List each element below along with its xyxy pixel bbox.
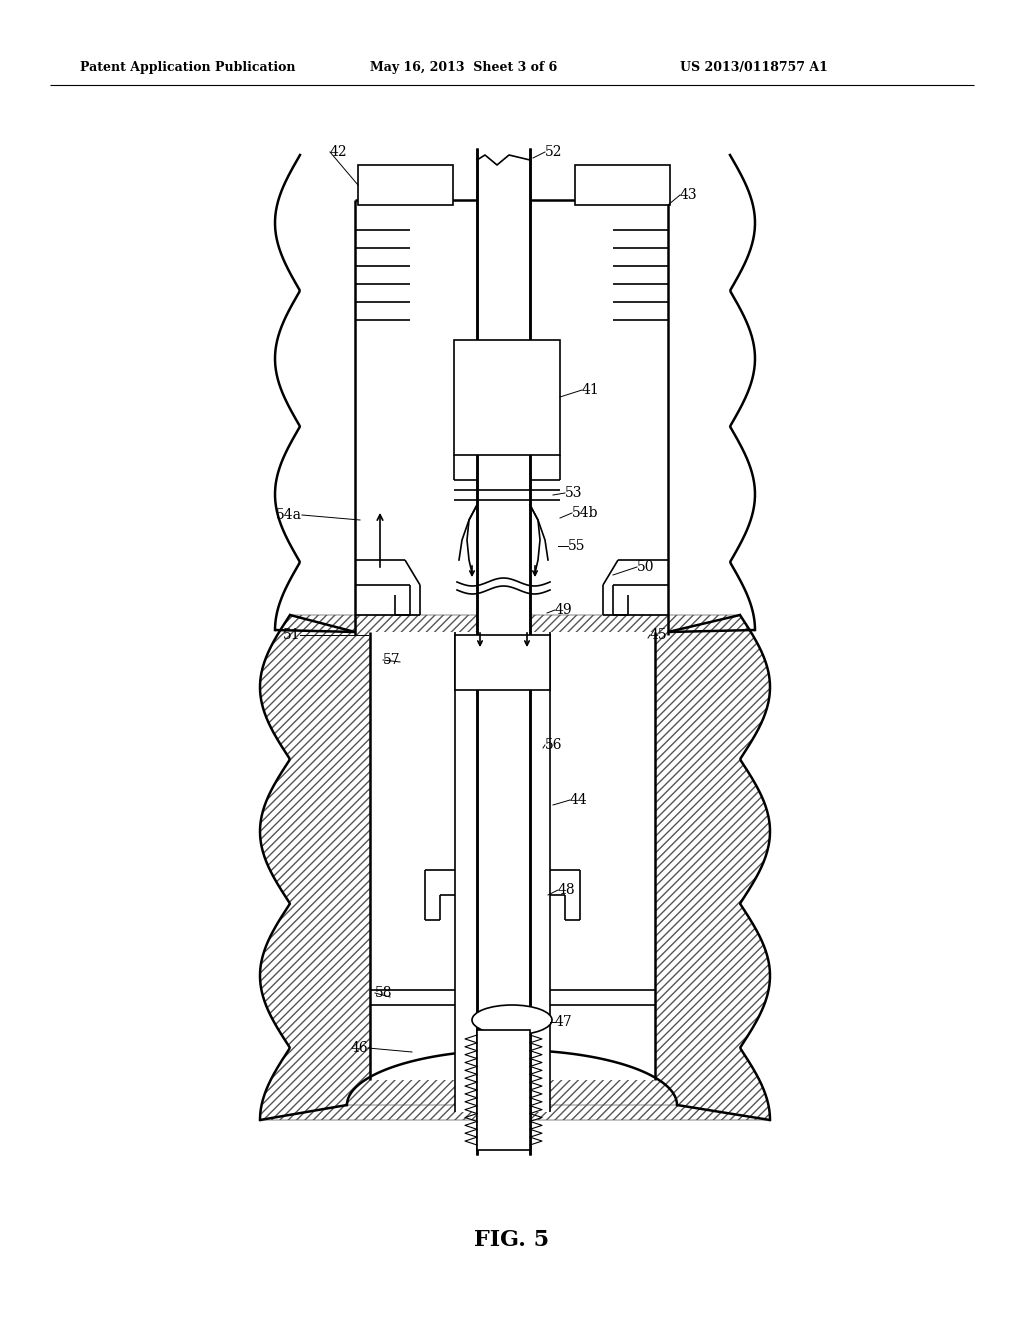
Polygon shape [347, 1049, 677, 1105]
Bar [358, 165, 453, 205]
Text: 48: 48 [558, 883, 575, 898]
Bar [454, 341, 560, 455]
Text: 41: 41 [582, 383, 600, 397]
Text: 57: 57 [383, 653, 400, 667]
Text: US 2013/0118757 A1: US 2013/0118757 A1 [680, 62, 827, 74]
Text: 51: 51 [283, 628, 300, 642]
Text: 58: 58 [375, 986, 392, 1001]
Text: 42: 42 [330, 145, 347, 158]
Bar [575, 165, 670, 205]
Text: FIG. 5: FIG. 5 [474, 1229, 550, 1251]
Text: 55: 55 [568, 539, 586, 553]
Polygon shape [275, 154, 755, 630]
Text: 49: 49 [555, 603, 572, 616]
Bar [477, 148, 530, 1155]
Ellipse shape [472, 1005, 552, 1035]
Text: 56: 56 [545, 738, 562, 752]
Text: 44: 44 [570, 793, 588, 807]
Text: 43: 43 [680, 187, 697, 202]
Text: Patent Application Publication: Patent Application Publication [80, 62, 296, 74]
Text: 53: 53 [565, 486, 583, 500]
Bar [455, 635, 550, 690]
Text: 50: 50 [637, 560, 654, 574]
Bar [477, 1030, 530, 1150]
Text: 54a: 54a [276, 508, 302, 521]
Polygon shape [260, 615, 770, 1119]
Bar [370, 632, 655, 1080]
Text: 47: 47 [555, 1015, 572, 1030]
Text: 52: 52 [545, 145, 562, 158]
Text: May 16, 2013  Sheet 3 of 6: May 16, 2013 Sheet 3 of 6 [370, 62, 557, 74]
Bar [455, 632, 550, 1111]
Text: 45: 45 [650, 628, 668, 642]
Text: 54b: 54b [572, 506, 598, 520]
Text: 46: 46 [350, 1041, 368, 1055]
